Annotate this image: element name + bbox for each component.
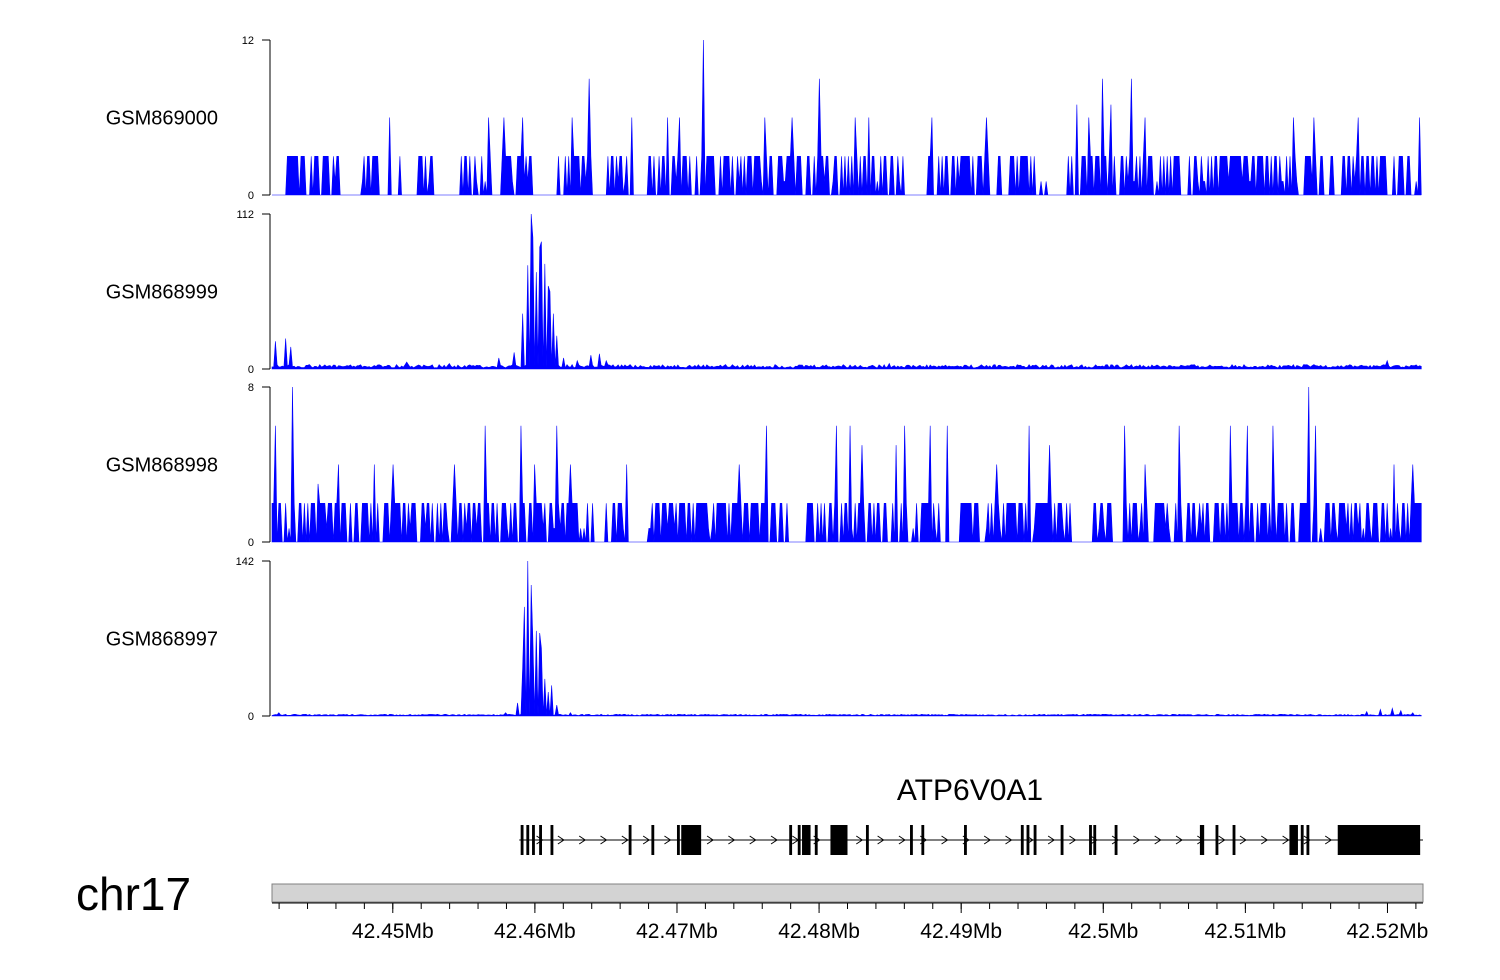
strand-arrow [621,835,629,845]
genome-axis: 42.45Mb 42.46Mb 42.47Mb 42.48Mb 42.49Mb 42.5M… [272,902,1429,943]
exon [1033,825,1037,855]
axis-tick-label: 42.51Mb [1205,920,1287,943]
exon [539,825,542,855]
strand-arrow [1047,835,1056,845]
strand-arrow [1218,835,1226,845]
exon [1114,825,1118,855]
y-tick-label-max: 112 [236,209,254,221]
axis-tick-label: 42.49Mb [920,920,1002,943]
exon [520,825,524,855]
track-label-gsm869000: GSM869000 [106,108,218,130]
chromosome-label: chr17 [76,868,191,920]
exon [814,825,818,855]
coverage-area [272,39,1422,196]
strand-arrow [983,835,992,845]
y-tick-label-zero: 0 [248,190,254,202]
exon [1306,825,1310,855]
strand-arrow [1175,835,1183,845]
strand-arrow [557,835,565,845]
chromosome-band [271,883,1424,903]
strand-arrow [536,835,544,845]
exon [681,825,702,855]
y-tick-label-zero: 0 [248,537,254,549]
exon [1215,825,1219,855]
strand-arrow [1303,835,1311,845]
strand-arrow [1090,835,1098,845]
exon [1093,825,1097,855]
strand-arrow [1005,835,1013,845]
strand-arrow [642,835,651,845]
exon [964,825,967,855]
y-tick-label-max: 12 [242,35,254,47]
exon [1089,825,1092,855]
strand-arrow [578,835,587,845]
strand-arrow [1111,835,1119,845]
data-tracks: GSM869000120GSM8689991120GSM86899880GSM8… [106,35,1422,723]
strand-arrow [1260,835,1269,845]
exon [1060,825,1064,855]
gene-model-track: ATP6V0A1 [519,774,1423,855]
exon [921,825,925,855]
y-tick-label-zero: 0 [248,364,254,376]
exon [797,825,801,855]
axis-tick-label: 42.45Mb [352,920,434,943]
exon [802,825,811,855]
exon [1232,825,1236,855]
axis-tick-label: 42.48Mb [778,920,860,943]
strand-arrow [877,835,885,845]
exon [865,825,869,855]
coverage-area [271,386,1422,543]
strand-arrow [749,835,757,845]
track-label-gsm868997: GSM868997 [106,629,218,651]
axis-tick-label: 42.46Mb [494,920,576,943]
gene-name-label: ATP6V0A1 [897,774,1043,807]
strand-arrow [664,835,672,845]
strand-arrow [1133,835,1141,845]
y-tick-label-max: 8 [248,382,254,394]
exon [789,825,793,855]
exon [910,825,913,855]
strand-arrow [1154,835,1162,845]
strand-arrow [856,835,864,845]
exon [1026,825,1030,855]
exon [651,825,655,855]
strand-arrow [728,835,736,845]
track-label-gsm868998: GSM868998 [106,455,218,477]
strand-arrow [600,835,608,845]
exon [1289,825,1298,855]
exon [526,825,530,855]
coverage-area [271,213,1422,370]
strand-arrow [898,835,906,845]
coverage-area [271,560,1422,717]
exon [550,825,554,855]
exon [532,825,535,855]
exon [830,825,848,855]
strand-arrow [706,835,714,845]
track-gsm868999: GSM868999 112 0 [106,209,1422,376]
strand-arrow [1324,835,1333,845]
strand-arrow [1069,835,1077,845]
axis-tick-label: 42.5Mb [1068,920,1138,943]
track-label-gsm868999: GSM868999 [106,282,218,304]
strand-arrow [941,835,949,845]
y-tick-label-max: 142 [236,556,254,568]
exon [1020,825,1024,855]
exon [1199,825,1205,855]
track-gsm869000: GSM869000 12 0 [106,35,1422,202]
track-gsm868997: GSM868997 142 0 [106,556,1422,723]
exon [1300,825,1304,855]
exon [676,825,680,855]
axis-tick-label: 42.47Mb [636,920,718,943]
y-tick-label-zero: 0 [248,711,254,723]
track-gsm868998: GSM868998 8 0 [106,382,1422,549]
strand-arrow [1282,835,1290,845]
chromosome-ideogram: chr17 [76,868,1424,920]
strand-arrow [770,835,778,845]
axis-tick-label: 42.52Mb [1347,920,1429,943]
strand-arrow [1239,835,1247,845]
exon [628,825,632,855]
exon [1337,825,1421,855]
